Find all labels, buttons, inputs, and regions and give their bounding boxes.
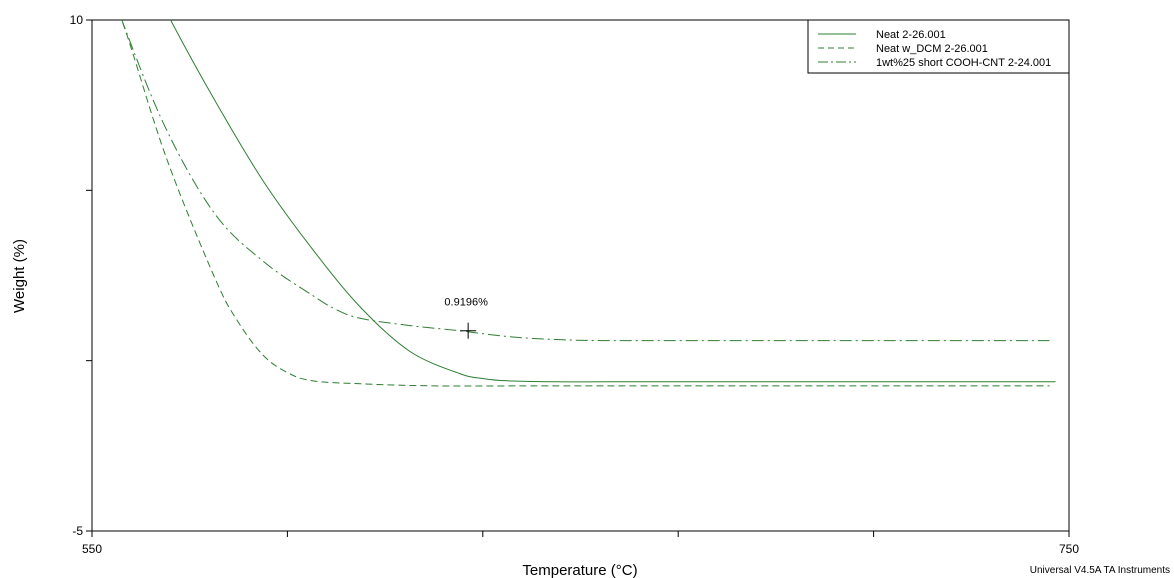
series-line-3	[121, 20, 1050, 342]
x-tick-label: 550	[82, 542, 102, 556]
annotation-group: 0.9196%	[444, 297, 488, 339]
legend-label-3: 1wt%25 short COOH-CNT 2-24.001	[876, 57, 1051, 69]
annotation-label: 0.9196%	[444, 297, 488, 309]
legend-box	[807, 19, 1070, 74]
y-axis-title: Weight (%)	[11, 239, 28, 313]
legend-label-1: Neat 2-26.001	[876, 29, 946, 41]
x-tick-label: 750	[1059, 542, 1079, 556]
series-group	[121, 20, 1056, 387]
legend-label-2: Neat w_DCM 2-26.001	[876, 43, 988, 55]
plot-frame	[91, 19, 1070, 532]
series-line-2	[121, 20, 1050, 387]
legend: Neat 2-26.001 Neat w_DCM 2-26.001 1wt%25…	[807, 19, 1070, 74]
axis-ticks: 550 750 -5 10	[70, 13, 1080, 556]
y-tick-label: -5	[72, 524, 83, 538]
y-tick-label: 10	[70, 13, 84, 27]
x-axis-title: Temperature (°C)	[522, 562, 637, 578]
series-line-1	[170, 20, 1056, 383]
software-footer: Universal V4.5A TA Instruments	[1030, 565, 1170, 576]
